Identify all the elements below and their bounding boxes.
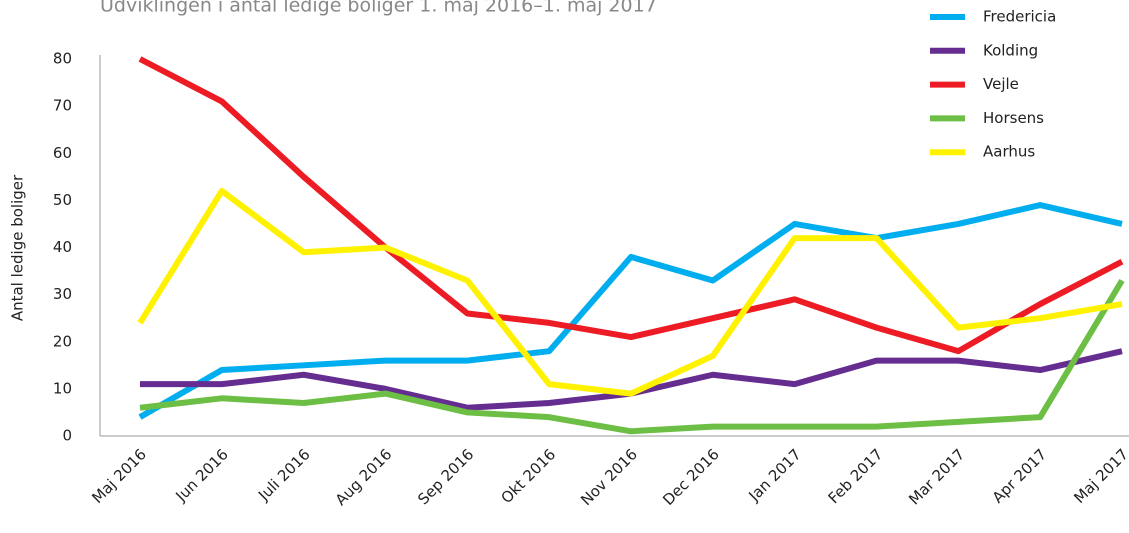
x-tick-label: Sep 2016 <box>414 445 477 508</box>
series-line <box>139 278 1125 435</box>
y-tick-label: 20 <box>53 332 72 350</box>
x-tick-label: Maj 2016 <box>88 445 150 507</box>
series-line <box>137 187 1123 397</box>
y-tick-label: 80 <box>53 50 72 68</box>
legend-label: Horsens <box>983 109 1044 127</box>
y-tick-label: 70 <box>53 97 72 115</box>
x-tick-label: Juli 2016 <box>254 445 314 505</box>
x-tick-label: Okt 2016 <box>497 445 559 507</box>
x-tick-label: Mar 2017 <box>905 445 968 508</box>
legend-label: Vejle <box>983 75 1019 93</box>
legend-label: Aarhus <box>983 143 1035 161</box>
legend-label: Kolding <box>983 41 1038 59</box>
series-line <box>138 56 1124 355</box>
y-tick-label: 50 <box>53 191 72 209</box>
x-tick-label: Jan 2017 <box>745 445 805 505</box>
y-axis-label: Antal ledige boliger <box>9 174 27 321</box>
x-tick-label: Feb 2017 <box>825 445 887 507</box>
y-tick-label: 60 <box>53 144 72 162</box>
x-tick-label: Apr 2017 <box>989 445 1050 506</box>
x-tick-label: Jun 2016 <box>171 445 231 505</box>
x-tick-label: Dec 2016 <box>659 445 723 509</box>
series-line <box>138 202 1123 420</box>
x-tick-label: Maj 2017 <box>1070 445 1129 507</box>
y-tick-label: 40 <box>53 238 72 256</box>
x-tick-label: Aug 2016 <box>332 445 396 509</box>
y-tick-label: 0 <box>62 427 72 445</box>
chart-title: Udviklingen i antal ledige boliger 1. ma… <box>100 0 657 17</box>
y-tick-label: 10 <box>53 379 72 397</box>
y-tick-label: 30 <box>53 285 72 303</box>
x-tick-label: Nov 2016 <box>577 445 641 509</box>
legend-label: Fredericia <box>983 8 1056 26</box>
